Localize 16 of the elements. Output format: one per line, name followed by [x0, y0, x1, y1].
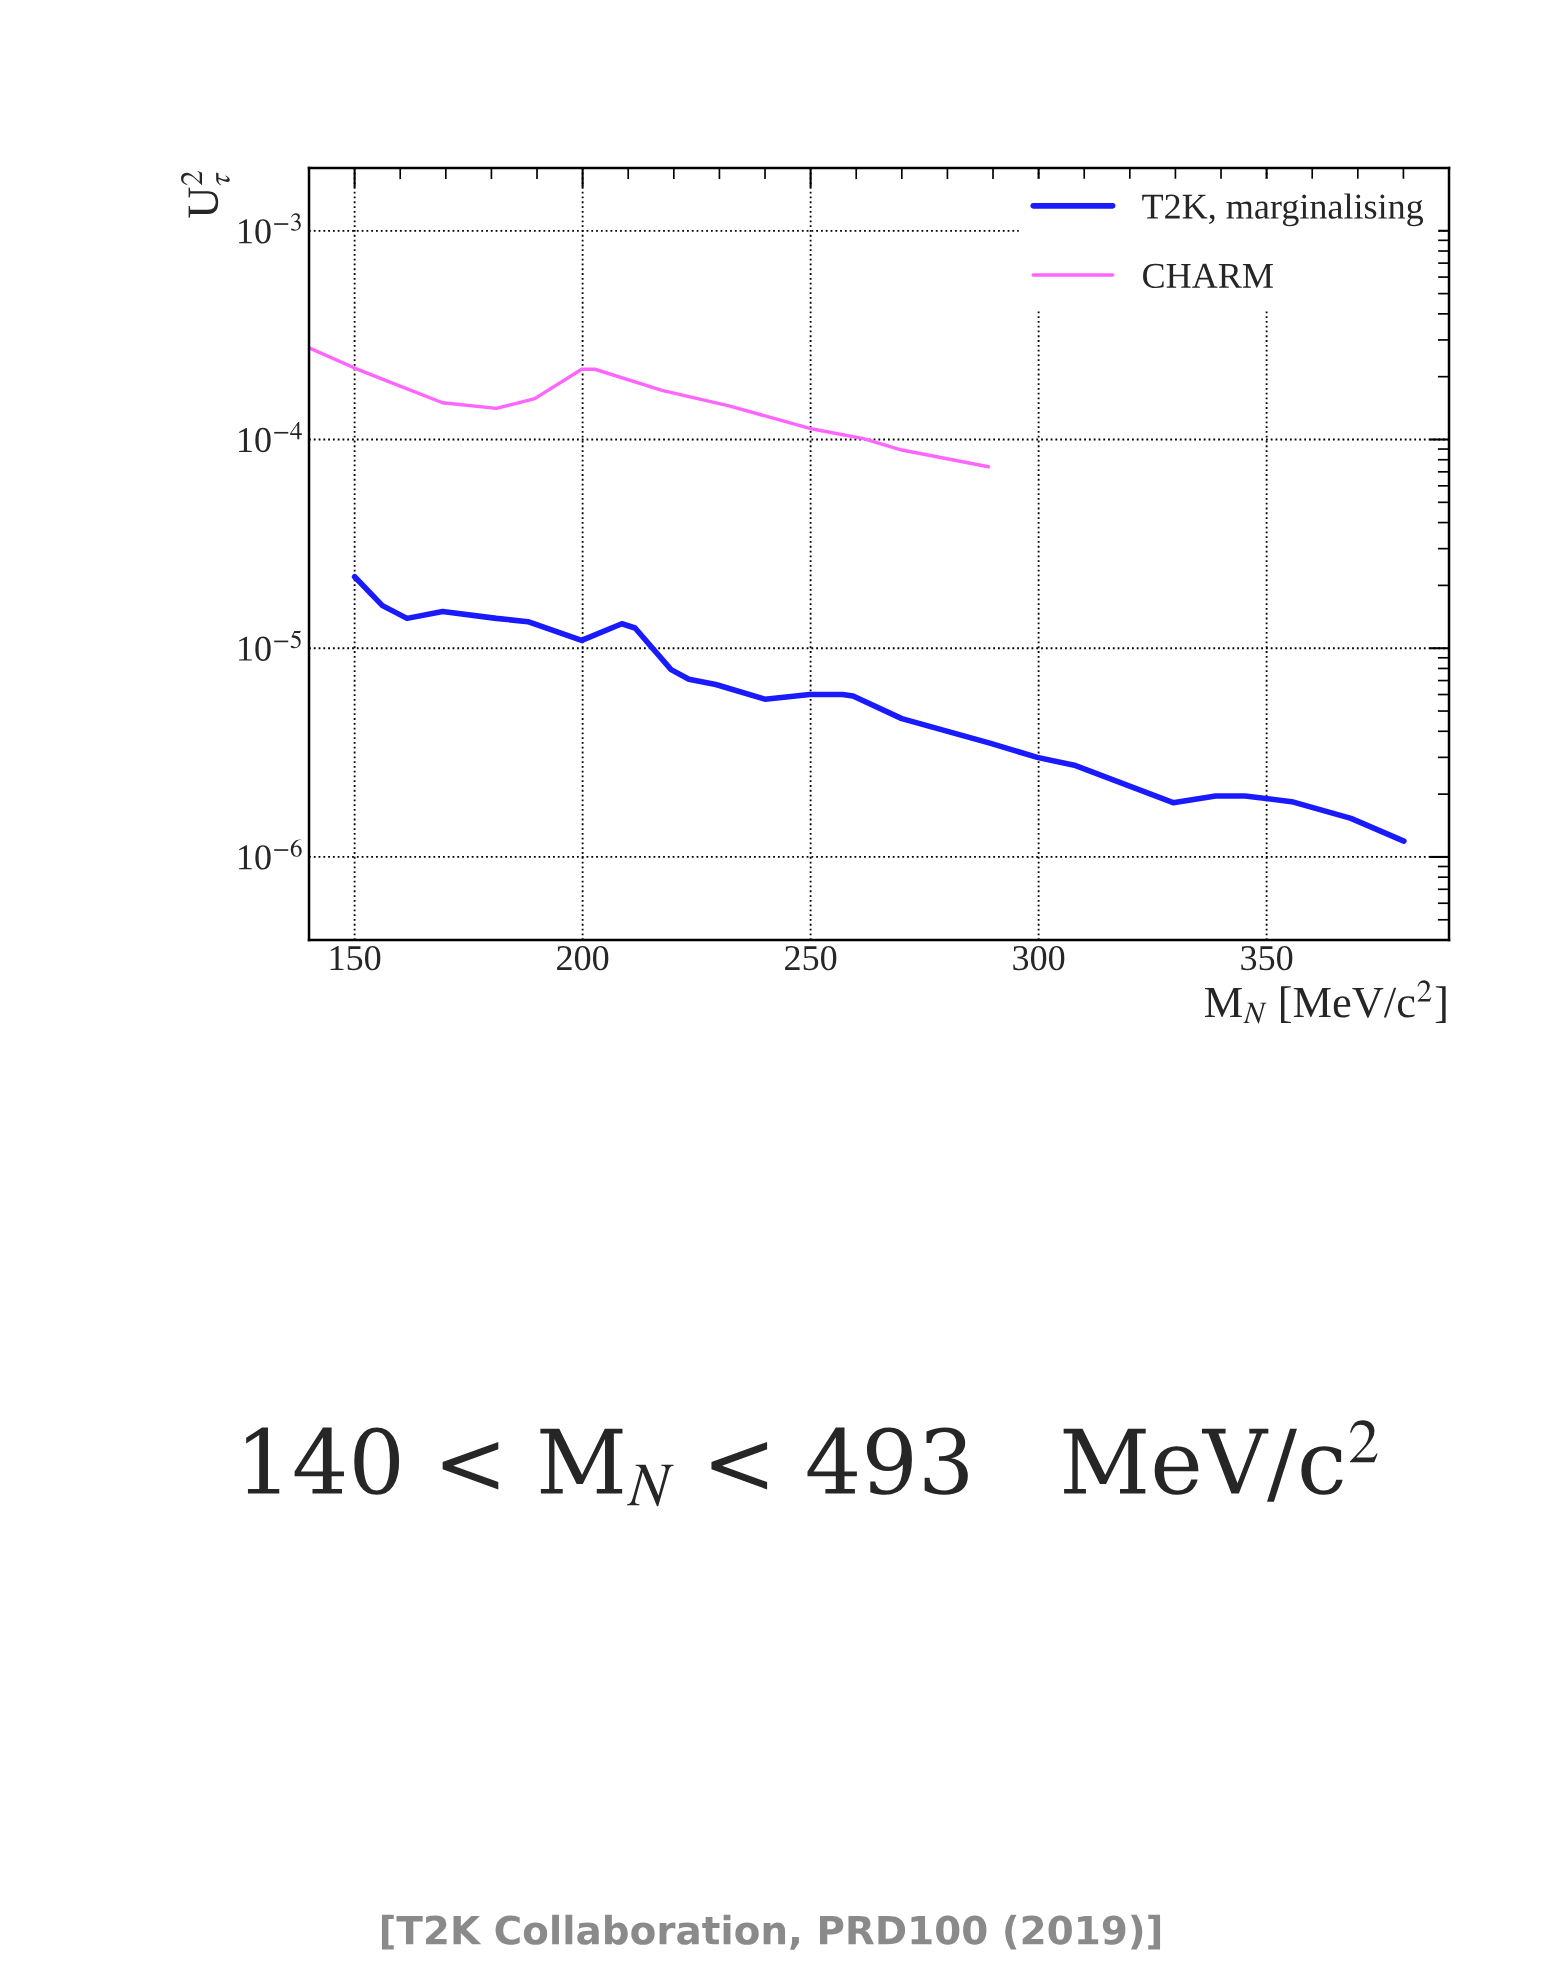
- y-axis-title: U$^{2}$$_{τ}$: [181, 171, 230, 218]
- text: [T2K Collaboration, PRD100 (2019)]: [381, 1914, 1161, 1950]
- line-series: [309, 346, 991, 469]
- legend-label: CHARM: [1143, 263, 1273, 289]
- x-tick-label: 200: [557, 945, 609, 971]
- y-tick-label: 10$^{−5}$: [239, 630, 301, 661]
- x-axis-title: M$_{N}$ [MeV/c$^{2}$]: [1204, 980, 1446, 1024]
- x-tick-label: 350: [1241, 945, 1293, 971]
- x-tick-label: 250: [785, 945, 837, 971]
- y-tick-label: 10$^{−6}$: [239, 839, 302, 870]
- y-tick-label: 10$^{−3}$: [239, 213, 301, 244]
- x-tick-label: 150: [330, 945, 381, 971]
- y-tick-label: 10$^{−4}$: [239, 422, 302, 453]
- text: 140 < M$_{N}$ < 493 MeV/c$^{2}$: [246, 1420, 1378, 1507]
- x-tick-label: 300: [1013, 945, 1065, 971]
- legend-label: T2K, marginalising: [1142, 193, 1424, 227]
